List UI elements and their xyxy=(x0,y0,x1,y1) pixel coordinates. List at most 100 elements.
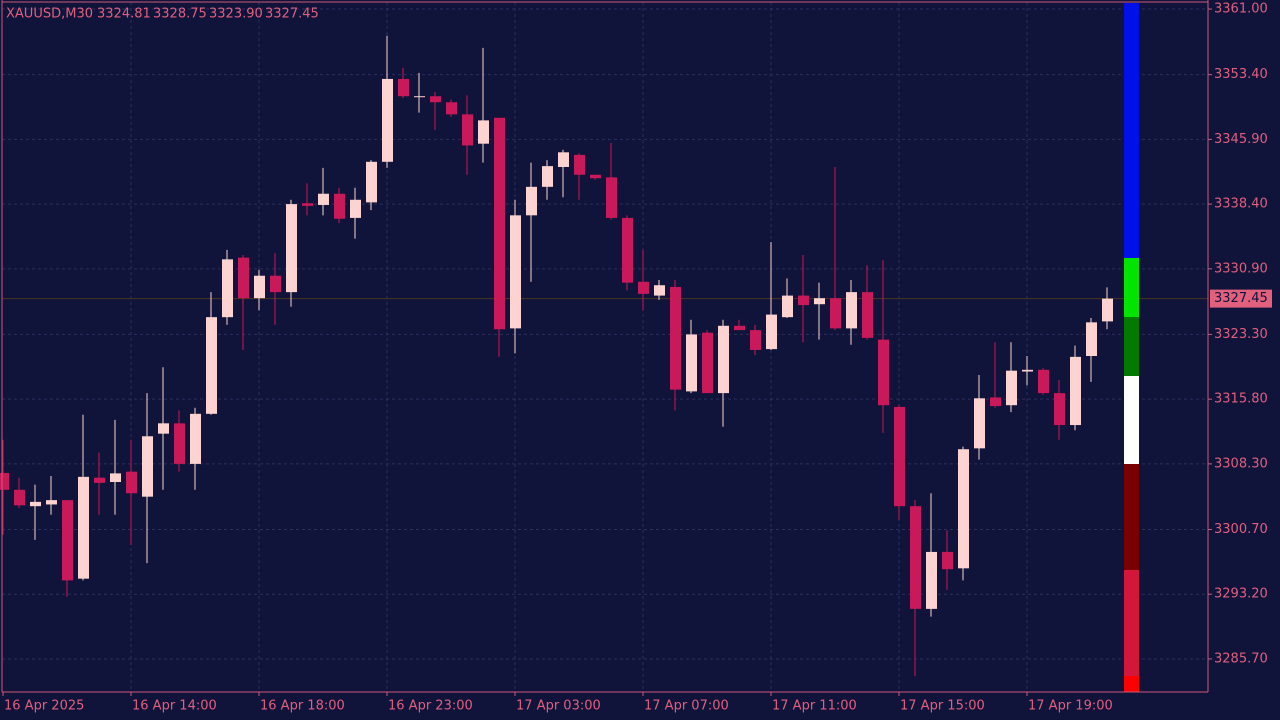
candle-body xyxy=(878,339,889,406)
candle-body xyxy=(894,406,905,507)
x-tick-label: 17 Apr 07:00 xyxy=(644,699,729,714)
candle-body xyxy=(766,314,777,350)
ohlc-value: 3323.90 xyxy=(209,7,263,22)
candle-body xyxy=(398,78,409,97)
candle-body xyxy=(974,398,985,449)
candles xyxy=(0,35,1113,677)
level-segment xyxy=(1124,317,1139,376)
y-tick-label: 3315.80 xyxy=(1214,392,1268,407)
ohlc-value: 3324.81 xyxy=(97,7,151,22)
x-tick-label: 17 Apr 11:00 xyxy=(772,699,857,714)
candle-body xyxy=(718,325,729,394)
candle-body xyxy=(686,334,697,392)
candle-body xyxy=(1102,298,1113,322)
y-tick-label: 3338.40 xyxy=(1214,197,1268,212)
candle-body xyxy=(734,325,745,331)
chart-title: XAUUSD,M30 xyxy=(6,7,93,22)
candle-body xyxy=(1022,369,1033,372)
y-tick-label: 3300.70 xyxy=(1214,522,1268,537)
level-segment xyxy=(1124,258,1139,317)
candle-body xyxy=(366,161,377,203)
candle-body xyxy=(750,330,761,350)
level-segment xyxy=(1124,464,1139,570)
candle-body xyxy=(558,152,569,167)
candle-body xyxy=(0,472,9,490)
candle-body xyxy=(654,285,665,296)
candle-body xyxy=(862,292,873,338)
x-tick-label: 16 Apr 23:00 xyxy=(388,699,473,714)
candle-body xyxy=(638,281,649,294)
x-tick-label: 16 Apr 14:00 xyxy=(132,699,217,714)
level-segment xyxy=(1124,3,1139,258)
candle-body xyxy=(542,166,553,187)
level-segment xyxy=(1124,676,1139,692)
x-tick-label: 17 Apr 19:00 xyxy=(1028,699,1113,714)
candle-body xyxy=(1038,369,1049,394)
candle-body xyxy=(814,298,825,305)
price-label-box xyxy=(1210,289,1272,308)
candle-body xyxy=(414,96,425,98)
candle-body xyxy=(446,102,457,115)
candle-body xyxy=(302,203,313,206)
candle-body xyxy=(190,413,201,464)
x-tick-label: 17 Apr 15:00 xyxy=(900,699,985,714)
candle-body xyxy=(78,476,89,579)
candle-body xyxy=(622,217,633,283)
y-tick-label: 3330.90 xyxy=(1214,261,1268,276)
candle-body xyxy=(94,477,105,483)
candle-body xyxy=(478,120,489,144)
candle-body xyxy=(606,177,617,218)
y-tick-label: 3285.70 xyxy=(1214,651,1268,666)
x-tick-label: 17 Apr 03:00 xyxy=(516,699,601,714)
candle-body xyxy=(206,317,217,414)
candle-body xyxy=(1006,370,1017,406)
candle-body xyxy=(238,257,249,299)
y-tick-label: 3361.00 xyxy=(1214,2,1268,17)
candle-body xyxy=(830,298,841,329)
y-tick-label: 3293.20 xyxy=(1214,587,1268,602)
y-tick-label: 3353.40 xyxy=(1214,67,1268,82)
candle-body xyxy=(990,397,1001,407)
candle-body xyxy=(110,473,121,483)
price-label: 3327.45 xyxy=(1214,291,1268,306)
level-segment xyxy=(1124,570,1139,676)
candle-body xyxy=(1054,393,1065,426)
candle-body xyxy=(318,193,329,205)
candle-body xyxy=(670,286,681,390)
x-tick-label: 16 Apr 2025 xyxy=(4,699,84,714)
y-tick-label: 3345.90 xyxy=(1214,132,1268,147)
candle-body xyxy=(782,295,793,318)
candle-body xyxy=(590,174,601,179)
candle-body xyxy=(510,215,521,329)
candle-body xyxy=(462,114,473,146)
candle-body xyxy=(62,500,73,581)
candle-body xyxy=(494,117,505,330)
candle-body xyxy=(30,501,41,507)
candle-body xyxy=(430,96,441,103)
candle-body xyxy=(270,275,281,293)
candle-body xyxy=(334,193,345,219)
level-segment xyxy=(1124,376,1139,464)
candle-body xyxy=(382,78,393,162)
candle-body xyxy=(14,489,25,506)
candle-body xyxy=(46,500,57,505)
candle-body xyxy=(1070,356,1081,426)
candle-body xyxy=(846,292,857,329)
candle-body xyxy=(126,471,137,494)
candle-body xyxy=(1086,322,1097,357)
candle-body xyxy=(574,154,585,175)
candle-body xyxy=(158,423,169,434)
ohlc-value: 3328.75 xyxy=(153,7,207,22)
candle-body xyxy=(350,199,361,218)
candle-body xyxy=(942,551,953,570)
candle-body xyxy=(798,295,809,306)
ohlc-value: 3327.45 xyxy=(265,7,319,22)
candle-body xyxy=(222,259,233,318)
candle-body xyxy=(926,551,937,609)
candle-body xyxy=(526,186,537,216)
candle-body xyxy=(254,275,265,299)
